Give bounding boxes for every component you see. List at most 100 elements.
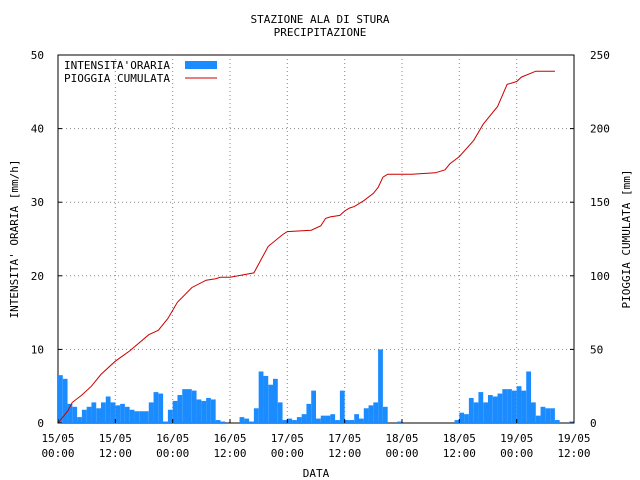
bar-intensita [163,421,168,423]
y-right-tick-label: 200 [590,123,610,136]
bar-intensita [110,402,116,423]
bar-intensita [201,400,207,423]
x-tick-label-date: 17/05 [328,432,361,445]
bar-intensita [287,418,293,423]
bar-intensita [550,408,555,423]
x-tick-label-date: 15/05 [41,432,74,445]
bar-intensita [339,390,345,423]
bar-intensita [468,397,474,423]
x-tick-label-time: 00:00 [385,447,418,460]
bar-intensita [206,397,211,423]
bar-intensita [368,405,374,423]
bar-intensita [258,371,264,423]
x-tick-label-date: 19/05 [557,432,590,445]
bar-intensita [244,418,250,423]
bar-intensita [378,349,383,423]
bar-intensita [344,420,350,423]
bar-intensita [507,389,512,423]
x-tick-label-time: 12:00 [328,447,361,460]
bar-intensita [91,402,97,423]
bar-intensita [464,414,469,423]
bar-intensita [478,392,484,423]
y-left-tick-label: 30 [31,196,44,209]
x-tick-label-date: 16/05 [213,432,246,445]
bar-intensita [196,399,202,423]
x-tick-label-date: 18/05 [385,432,418,445]
bar-intensita [81,409,87,423]
x-tick-label-date: 16/05 [156,432,189,445]
bar-intensita [139,411,144,423]
legend-label-intensita: INTENSITA'ORARIA [64,59,170,72]
bar-intensita [497,393,503,423]
bar-intensita [105,396,111,423]
legend-label-cumulata: PIOGGIA CUMULATA [64,72,170,85]
bar-intensita [454,420,460,423]
bar-intensita [382,406,388,423]
bar-intensita [120,403,125,423]
bar-intensita [124,406,130,423]
y-right-axis-label: PIOGGIA CUMULATA [mm] [620,169,633,308]
y-left-tick-label: 20 [31,270,44,283]
y-left-axis-label: INTENSITA' ORARIA [mm/h] [8,160,21,319]
y-right-tick-label: 150 [590,196,610,209]
y-right-tick-label: 50 [590,343,603,356]
bar-intensita [301,414,307,423]
bar-intensita [354,414,359,423]
bar-intensita [526,371,531,423]
bar-intensita [531,402,536,423]
bar-intensita [268,384,273,423]
x-tick-label-time: 12:00 [443,447,476,460]
x-tick-label-time: 12:00 [213,447,246,460]
y-right-tick-label: 0 [590,417,597,430]
bar-intensita [253,408,259,423]
line-pioggia-cumulata [57,70,555,424]
bar-intensita [129,409,135,423]
x-tick-label-time: 00:00 [41,447,74,460]
x-tick-label-time: 12:00 [99,447,132,460]
bar-intensita [292,420,297,423]
bar-intensita [62,378,68,423]
legend-swatch-intensita [185,61,217,69]
x-axis-label: DATA [303,467,330,480]
y-right-tick-label: 100 [590,270,610,283]
bar-intensita [320,415,326,423]
bar-intensita [502,389,508,423]
bar-intensita [273,378,278,423]
y-left-tick-label: 50 [31,49,44,62]
bar-intensita [492,396,498,423]
bar-intensita [535,415,541,423]
bar-intensita [134,411,140,423]
bar-intensita [277,402,283,423]
bar-intensita [330,414,336,423]
bar-intensita [545,408,551,423]
bar-intensita [554,420,560,423]
bar-intensita [177,395,183,423]
x-tick-label-date: 15/05 [99,432,132,445]
bar-intensita [144,411,149,423]
x-tick-label-time: 00:00 [156,447,189,460]
bar-intensita [249,421,254,423]
x-tick-label-time: 00:00 [500,447,533,460]
x-tick-label-date: 17/05 [271,432,304,445]
y-left-tick-label: 10 [31,343,44,356]
bar-intensita [521,390,527,423]
bar-intensita [220,421,226,423]
bar-intensita [325,415,331,423]
bar-intensita [96,408,101,423]
bar-intensita [187,389,192,423]
bar-intensita [335,420,340,423]
bar-intensita [483,402,488,423]
bar-intensita [359,418,364,423]
bar-intensita [316,418,321,423]
bar-intensita [473,402,479,423]
bar-intensita [86,406,92,423]
bar-intensita [282,420,288,423]
bar-intensita [182,389,187,423]
bar-intensita [540,406,546,423]
plot-frame [57,54,575,424]
chart-subtitle: PRECIPITAZIONE [273,26,367,39]
bar-intensita [72,406,78,423]
y-left-tick-label: 0 [37,417,44,430]
bar-intensita [158,393,164,423]
bar-intensita [306,403,312,423]
